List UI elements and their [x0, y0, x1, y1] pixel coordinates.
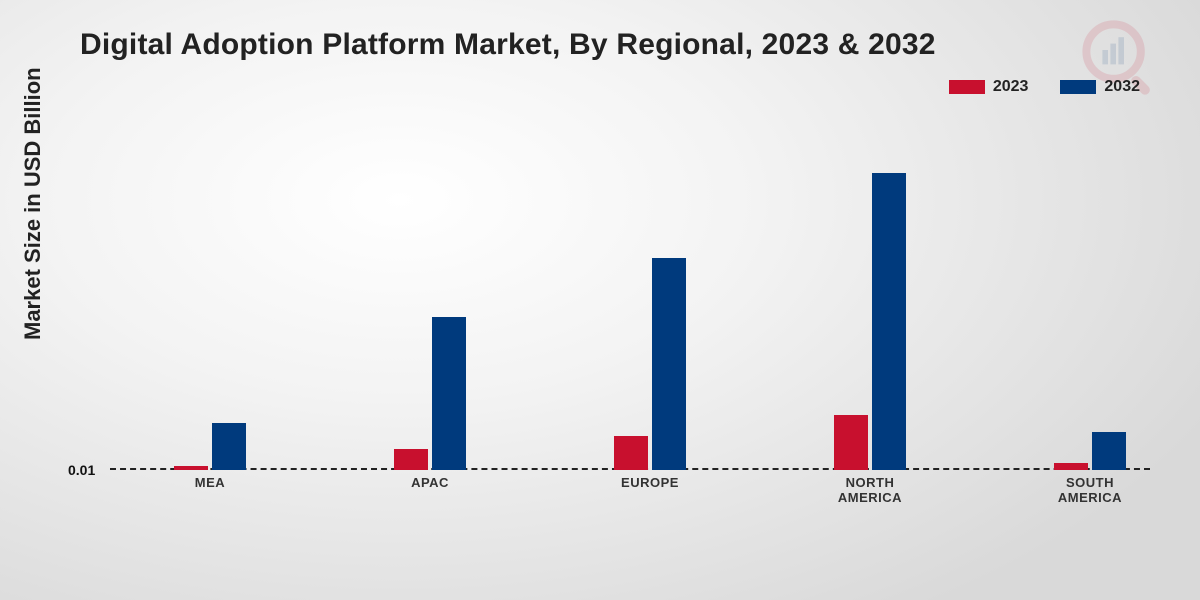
plot-area: 0.01: [110, 130, 1150, 470]
x-label: EUROPE: [580, 476, 720, 491]
x-label: SOUTHAMERICA: [1020, 476, 1160, 506]
legend: 2023 2032: [949, 78, 1140, 96]
legend-label-2032: 2032: [1104, 78, 1140, 96]
bar-2032-mea: [212, 423, 246, 470]
x-label: APAC: [360, 476, 500, 491]
bar-2023-apac: [394, 449, 428, 470]
y-axis-label: Market Size in USD Billion: [20, 67, 46, 340]
bar-2023-mea: [174, 466, 208, 470]
bar-2032-north-america: [872, 173, 906, 471]
bar-2032-apac: [432, 317, 466, 470]
bar-2023-north-america: [834, 415, 868, 470]
x-label: NORTHAMERICA: [800, 476, 940, 506]
y-tick-label: 0.01: [68, 462, 95, 478]
legend-item-2032: 2032: [1060, 78, 1140, 96]
bar-2023-south-america: [1054, 463, 1088, 470]
legend-swatch-2023: [949, 80, 985, 94]
legend-label-2023: 2023: [993, 78, 1029, 96]
bar-2023-europe: [614, 436, 648, 470]
x-label: MEA: [140, 476, 280, 491]
bar-2032-europe: [652, 258, 686, 471]
legend-swatch-2032: [1060, 80, 1096, 94]
legend-item-2023: 2023: [949, 78, 1029, 96]
x-axis-labels: MEAAPACEUROPENORTHAMERICASOUTHAMERICA: [110, 476, 1150, 516]
bar-2032-south-america: [1092, 432, 1126, 470]
chart-title: Digital Adoption Platform Market, By Reg…: [80, 28, 936, 62]
